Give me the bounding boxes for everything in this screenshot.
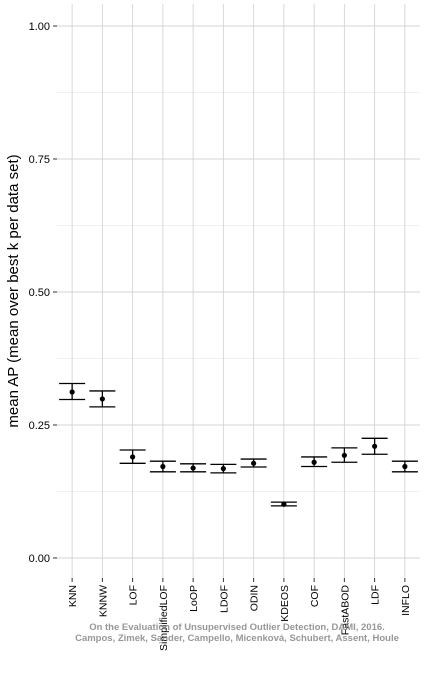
y-tick-label: 0.75 — [29, 154, 50, 166]
error-bar-group — [331, 447, 358, 463]
x-tick-label: INFLO — [400, 585, 412, 616]
x-tick-label: KNNW — [97, 585, 109, 617]
data-point — [220, 466, 226, 472]
error-bar-group — [149, 460, 176, 473]
error-bar-group — [240, 458, 267, 468]
y-axis-label: mean AP (mean over best k per data set) — [5, 154, 22, 427]
x-tick-label: KNN — [67, 585, 79, 607]
y-axis: 0.00 0.25 0.50 0.75 1.00 — [29, 21, 57, 565]
data-point — [99, 396, 105, 402]
y-tick-label: 0.50 — [29, 287, 50, 299]
data-point — [251, 460, 257, 466]
data-point — [372, 443, 378, 449]
x-tick-label: LDF — [370, 585, 382, 605]
error-bar-group — [301, 456, 328, 468]
error-bar-group — [361, 437, 388, 455]
x-tick-label: KDEOS — [279, 585, 291, 622]
data-point — [281, 501, 287, 507]
data-point — [341, 452, 347, 458]
x-tick-label: COF — [309, 585, 321, 607]
error-bar-group — [119, 449, 146, 464]
x-tick-label: ODIN — [249, 585, 261, 611]
error-bars — [59, 382, 418, 507]
grid-lines — [57, 4, 420, 578]
data-point — [190, 465, 196, 471]
data-point — [402, 463, 408, 470]
data-point — [69, 389, 75, 395]
error-bar-group — [270, 501, 297, 507]
error-bar-group — [89, 390, 116, 408]
x-tick-label: LOF — [128, 585, 140, 605]
data-point — [311, 459, 317, 465]
y-tick-label: 0.25 — [29, 420, 50, 432]
x-tick-label: FastABOD — [339, 585, 351, 636]
y-tick-label: 0.00 — [29, 553, 50, 565]
error-bar-group — [391, 460, 418, 473]
error-bar-group — [180, 463, 207, 473]
x-tick-label: LDOF — [218, 585, 230, 613]
citation-line-1: On the Evaluation of Unsupervised Outlie… — [89, 622, 385, 633]
data-point — [130, 454, 136, 460]
citation-line-2: Campos, Zimek, Sander, Campello, Micenko… — [75, 633, 399, 644]
x-tick-label: SimplifiedLOF — [158, 585, 170, 651]
error-bar-group — [210, 463, 237, 474]
x-tick-label: LoOP — [188, 585, 200, 612]
error-bar-group — [59, 382, 86, 401]
x-axis: KNN KNNW LOF SimplifiedLOF LoOP LDOF ODIN KDEOS… — [67, 578, 412, 651]
data-point — [160, 463, 166, 470]
y-tick-label: 1.00 — [29, 21, 50, 33]
